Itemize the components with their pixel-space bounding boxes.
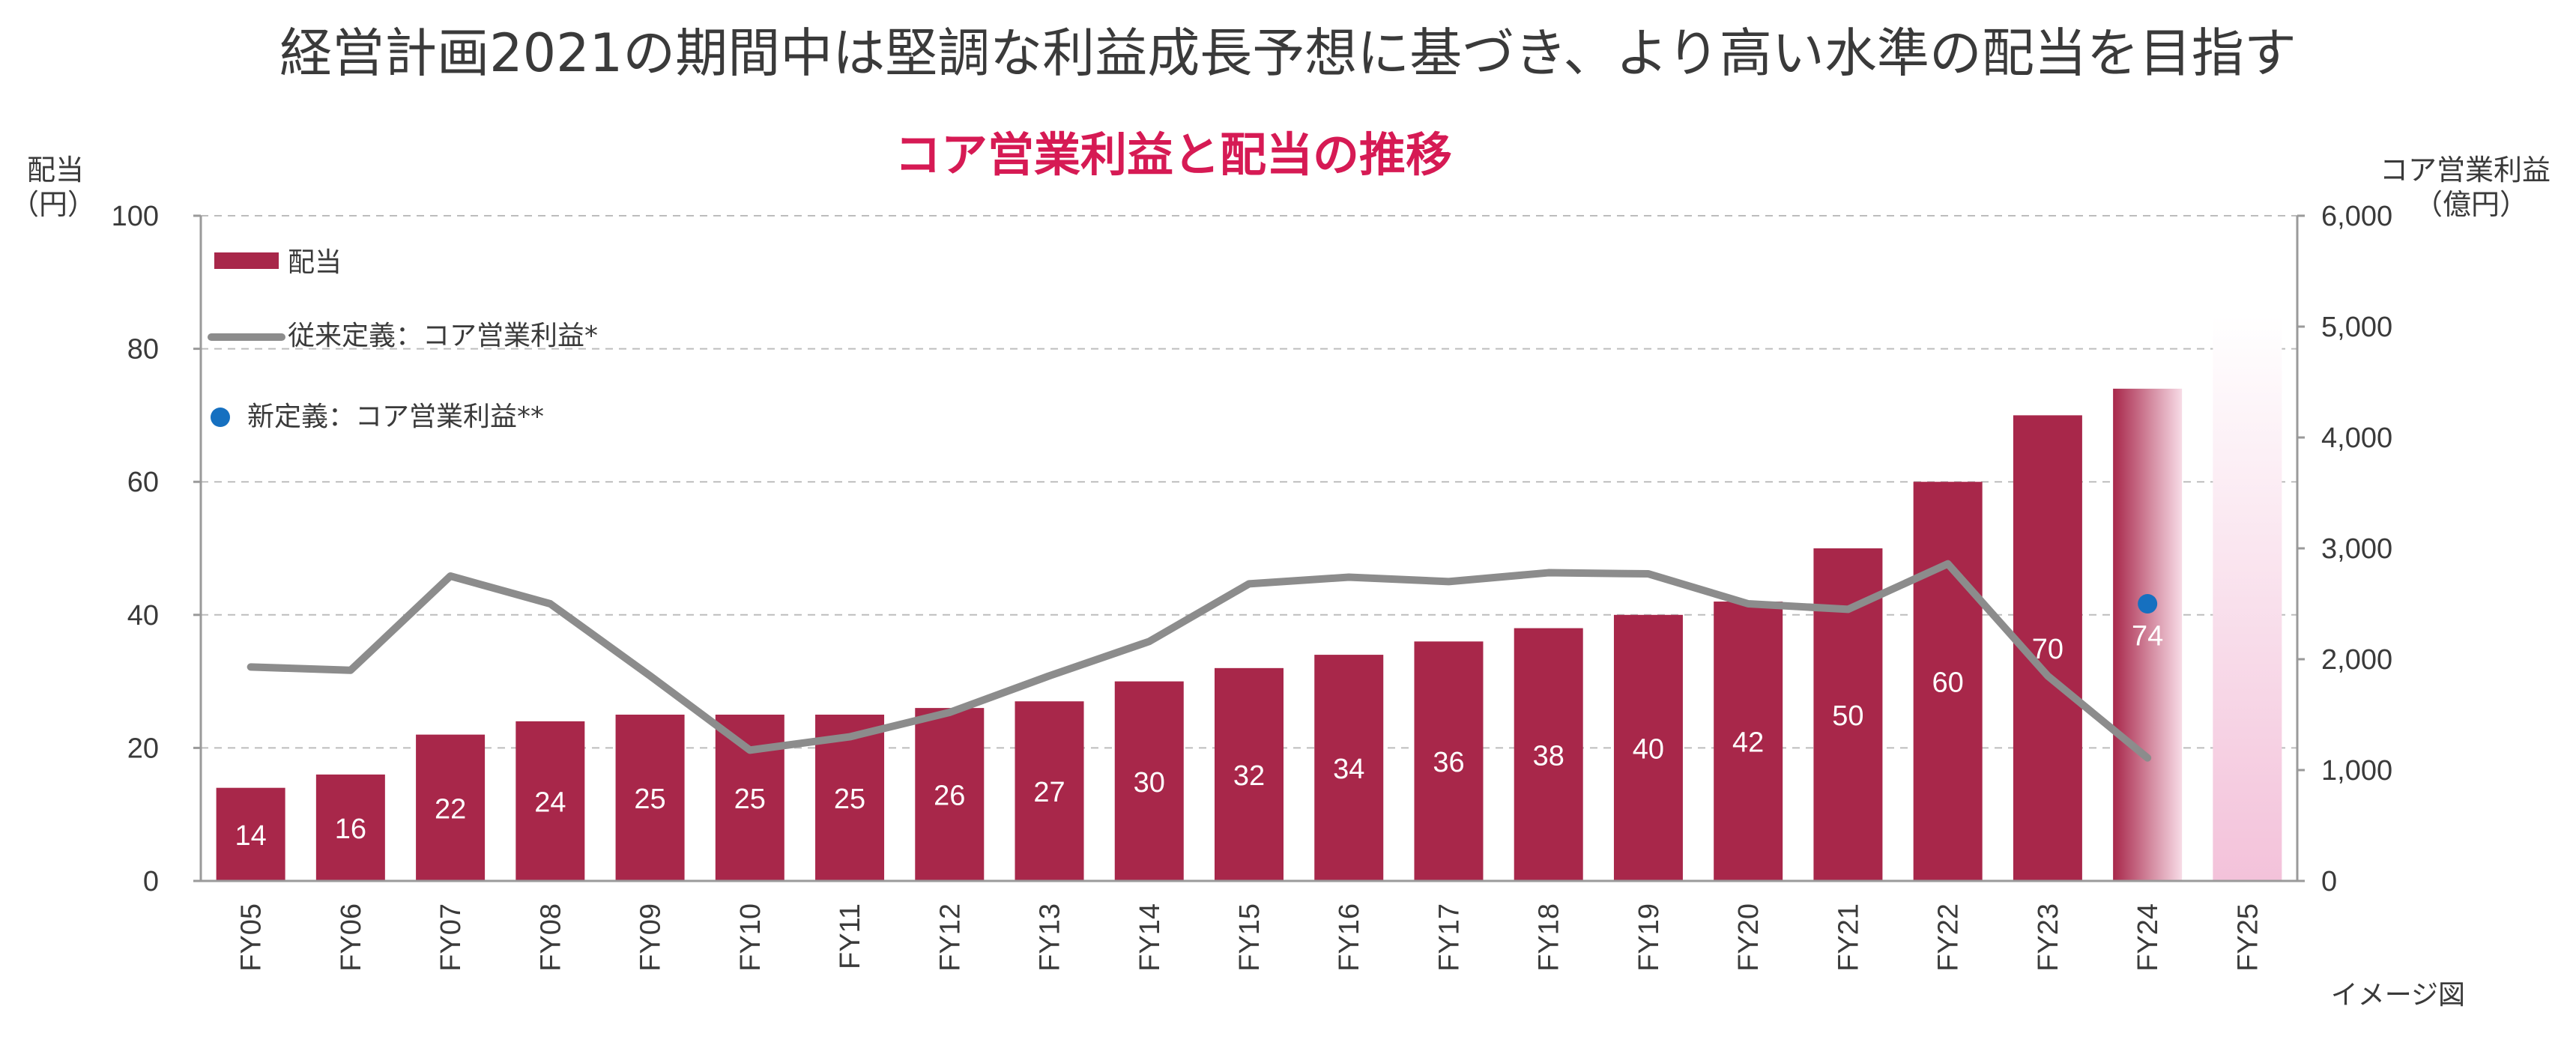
bar-label-fy07: 22 xyxy=(435,793,466,825)
x-tick-fy07: FY07 xyxy=(435,903,467,972)
left-tick-label-60: 60 xyxy=(127,467,159,498)
x-tick-fy16: FY16 xyxy=(1334,903,1365,972)
bar-label-fy10: 25 xyxy=(734,784,766,815)
x-tick-fy12: FY12 xyxy=(934,903,966,972)
bar-fy17 xyxy=(1414,641,1484,881)
bar-label-fy15: 32 xyxy=(1233,760,1265,792)
bar-fy18 xyxy=(1514,628,1583,881)
x-tick-fy08: FY08 xyxy=(535,903,566,972)
left-tick-label-100: 100 xyxy=(112,201,159,232)
projection-layer xyxy=(2213,315,2282,881)
bar-label-fy16: 34 xyxy=(1333,754,1364,785)
bar-fy09 xyxy=(615,715,685,881)
left-axis-label-line1: 配当 xyxy=(27,154,84,187)
right-axis-label-line2: （億円） xyxy=(2414,188,2528,221)
x-tick-fy21: FY21 xyxy=(1833,903,1864,972)
x-tick-fy05: FY05 xyxy=(236,903,267,972)
legend-dot-swatch xyxy=(211,408,230,427)
bar-fy22 xyxy=(1913,482,1983,881)
legend-label-legacy-core-op: 従来定義：コア営業利益* xyxy=(288,321,598,351)
bar-label-fy14: 30 xyxy=(1134,767,1165,799)
bar-fy20 xyxy=(1714,602,1783,881)
left-tick-label-0: 0 xyxy=(143,866,159,897)
right-tick-label-1,000: 1,000 xyxy=(2321,755,2392,787)
bar-fy06 xyxy=(315,774,385,881)
x-tick-fy14: FY14 xyxy=(1134,903,1166,972)
left-axis-ticks: 0 20 40 60 80 100 xyxy=(112,201,201,897)
dot-new-core-op-fy24 xyxy=(2138,594,2158,614)
x-tick-fy23: FY23 xyxy=(2033,903,2064,972)
x-tick-fy20: FY20 xyxy=(1733,903,1765,972)
bar-label-fy19: 40 xyxy=(1633,733,1664,765)
legend-bar-swatch xyxy=(214,252,279,269)
line-series xyxy=(247,560,2158,762)
right-tick-label-2,000: 2,000 xyxy=(2321,644,2392,676)
right-tick-label-3,000: 3,000 xyxy=(2321,533,2392,565)
x-tick-fy22: FY22 xyxy=(1933,903,1965,972)
right-axis-label-line1: コア営業利益 xyxy=(2380,154,2551,187)
bar-fy10 xyxy=(715,715,784,881)
bar-label-fy22: 60 xyxy=(1932,667,1964,699)
chart-title: 経営計画2021の期間中は堅調な利益成長予想に基づき、より高い水準の配当を目指す xyxy=(279,22,2297,84)
left-tick-label-80: 80 xyxy=(127,334,159,366)
bar-fy24 xyxy=(2113,388,2183,881)
bar-label-fy09: 25 xyxy=(634,784,665,815)
bar-label-fy13: 27 xyxy=(1033,777,1065,808)
x-tick-fy10: FY10 xyxy=(735,903,767,972)
x-tick-fy17: FY17 xyxy=(1433,903,1465,972)
line-legacy-core-op xyxy=(247,560,2152,762)
right-axis-ticks: 0 1,000 2,000 3,000 4,000 5,000 6,000 xyxy=(2297,201,2392,897)
bar-fy16 xyxy=(1314,655,1384,881)
x-tick-fy13: FY13 xyxy=(1035,903,1066,972)
right-tick-label-5,000: 5,000 xyxy=(2321,312,2392,343)
x-tick-fy06: FY06 xyxy=(336,903,367,972)
bar-fy13 xyxy=(1015,701,1084,881)
bar-fy05 xyxy=(216,787,285,881)
x-tick-fy25: FY25 xyxy=(2232,903,2264,972)
bar-label-fy05: 14 xyxy=(235,820,266,852)
right-tick-label-0: 0 xyxy=(2321,866,2337,897)
x-tick-fy09: FY09 xyxy=(635,903,667,972)
bar-fy07 xyxy=(416,734,486,881)
bar-fy19 xyxy=(1613,614,1683,881)
x-tick-fy15: FY15 xyxy=(1234,903,1266,972)
left-axis-label-line2: （円） xyxy=(10,188,96,221)
legend-label-dividend: 配当 xyxy=(288,247,342,278)
bar-label-fy08: 24 xyxy=(534,787,566,818)
right-tick-label-4,000: 4,000 xyxy=(2321,422,2392,454)
left-tick-label-40: 40 xyxy=(127,600,159,631)
right-tick-label-6,000: 6,000 xyxy=(2321,201,2392,232)
bar-label-fy17: 36 xyxy=(1433,747,1464,778)
bar-label-fy21: 50 xyxy=(1832,700,1863,732)
x-tick-fy18: FY18 xyxy=(1534,903,1565,972)
bar-label-fy12: 26 xyxy=(934,781,965,812)
left-tick-label-20: 20 xyxy=(127,733,159,764)
bar-fy21 xyxy=(1813,548,1883,881)
bar-label-fy20: 42 xyxy=(1732,727,1764,759)
projection-bar-fy25 xyxy=(2213,315,2282,881)
legend: 配当 従来定義：コア営業利益* 新定義：コア営業利益** xyxy=(208,247,598,432)
x-axis-ticks: FY05 FY06 FY07 FY08 FY09 FY10 FY11 FY12 FY13 FY14… xyxy=(236,903,2264,972)
chart-subtitle: コア営業利益と配当の推移 xyxy=(895,127,1452,182)
bar-label-fy06: 16 xyxy=(335,814,366,845)
bar-fy12 xyxy=(915,708,985,881)
x-tick-fy24: FY24 xyxy=(2132,903,2164,972)
x-tick-fy11: FY11 xyxy=(835,903,866,969)
bar-label-fy18: 38 xyxy=(1533,740,1564,772)
image-note: イメージ図 xyxy=(2331,980,2465,1011)
bar-label-fy11: 25 xyxy=(834,784,865,815)
bar-fy15 xyxy=(1215,667,1284,881)
x-tick-fy19: FY19 xyxy=(1633,903,1665,972)
bar-fy14 xyxy=(1114,681,1184,881)
bar-fy08 xyxy=(515,721,585,881)
bar-label-fy24: 74 xyxy=(2132,620,2163,652)
legend-label-new-core-op: 新定義：コア営業利益** xyxy=(247,402,544,432)
